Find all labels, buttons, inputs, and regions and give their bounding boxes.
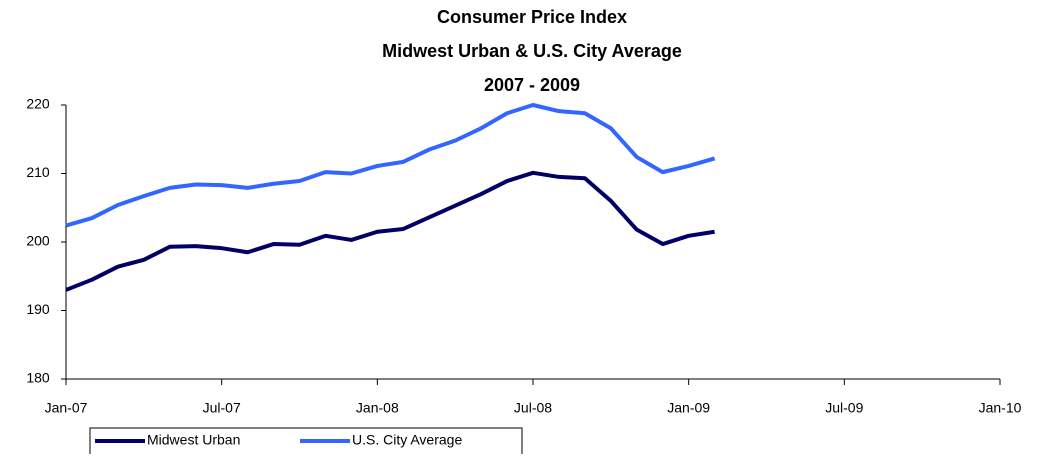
- y-tick-label: 200: [26, 233, 50, 249]
- series-line: [65, 103, 716, 228]
- legend-label: U.S. City Average: [352, 432, 462, 448]
- legend-label: Midwest Urban: [147, 432, 240, 448]
- chart-title: Consumer Price Index: [437, 7, 627, 27]
- y-tick-label: 190: [26, 301, 50, 317]
- x-tick-label: Jul-08: [514, 400, 552, 416]
- y-tick-label: 220: [26, 96, 50, 112]
- chart-subtitle: Midwest Urban & U.S. City Average: [382, 41, 682, 61]
- x-tick-label: Jul-09: [825, 400, 863, 416]
- y-tick-label: 210: [26, 164, 50, 180]
- x-tick-label: Jan-08: [356, 400, 399, 416]
- series-line: [65, 170, 715, 292]
- x-tick-label: Jan-10: [979, 400, 1022, 416]
- chart-subtitle: 2007 - 2009: [484, 75, 580, 95]
- y-tick-label: 180: [26, 370, 50, 386]
- x-tick-label: Jan-09: [667, 400, 710, 416]
- x-tick-label: Jan-07: [45, 400, 88, 416]
- x-tick-label: Jul-07: [203, 400, 241, 416]
